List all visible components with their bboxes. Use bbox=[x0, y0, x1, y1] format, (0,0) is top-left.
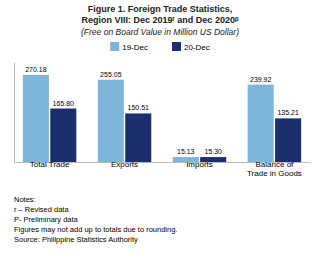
title-line: Region VIII: Dec 2019ʳ and Dec 2020ᵖ bbox=[82, 15, 239, 25]
x-axis: Total Trade Exports Imports Balance ofTrade… bbox=[15, 160, 311, 178]
x-tick: Exports bbox=[111, 160, 138, 169]
data-label: 150.51 bbox=[128, 104, 150, 111]
y-axis bbox=[14, 63, 15, 163]
data-label: 239.92 bbox=[250, 76, 272, 83]
x-tick-label-line: Exports bbox=[111, 160, 138, 169]
y-axis-line bbox=[14, 63, 15, 163]
legend-label: 20-Dec bbox=[184, 43, 210, 52]
bars bbox=[23, 75, 301, 162]
bar bbox=[275, 118, 301, 162]
x-tick: Imports bbox=[186, 160, 213, 169]
note: r – Revised data bbox=[14, 205, 69, 214]
legend-item: 20-Dec bbox=[172, 42, 210, 52]
data-labels: 270.18 255.05 15.13 239.92 165.80 150.51 15.30… bbox=[25, 66, 299, 155]
data-label: 270.18 bbox=[25, 66, 47, 73]
note: Figures may not add up to totals due to … bbox=[14, 225, 177, 234]
title: Figure 1. Foreign Trade Statistics,Regio… bbox=[82, 4, 239, 25]
x-tick-label: Balance ofTrade in Goods bbox=[247, 160, 302, 178]
chart: Figure 1. Foreign Trade Statistics,Regio… bbox=[0, 0, 320, 261]
bar bbox=[98, 80, 124, 162]
notes: Notes:r – Revised dataP- Preliminary dat… bbox=[14, 195, 177, 244]
x-tick-label: Total Trade bbox=[30, 160, 70, 169]
x-tick-label-line: Total Trade bbox=[30, 160, 70, 169]
legend-swatch bbox=[172, 42, 181, 51]
legend-item: 19-Dec bbox=[110, 42, 148, 52]
legend: 19-Dec 20-Dec bbox=[110, 42, 210, 52]
series bbox=[50, 109, 301, 162]
x-tick-label-line: Imports bbox=[186, 160, 213, 169]
x-tick-label: Exports bbox=[111, 160, 138, 169]
note: Source: Philippine Statistics Authority bbox=[14, 235, 138, 244]
data-label: 255.05 bbox=[100, 71, 122, 78]
bar bbox=[125, 113, 151, 162]
bar bbox=[23, 75, 49, 162]
note: P- Preliminary data bbox=[14, 215, 79, 224]
legend-swatch bbox=[110, 42, 119, 51]
x-tick: Total Trade bbox=[30, 160, 70, 169]
bar bbox=[50, 109, 76, 162]
data-label: 165.80 bbox=[53, 100, 75, 107]
subtitle: (Free on Board Value in Million US Dolla… bbox=[81, 27, 239, 37]
bar bbox=[248, 85, 274, 162]
note: Notes: bbox=[14, 195, 36, 204]
legend-label: 19-Dec bbox=[122, 43, 148, 52]
data-label: 15.30 bbox=[204, 148, 222, 155]
data-label: 15.13 bbox=[177, 148, 195, 155]
x-tick-label-line: Trade in Goods bbox=[247, 169, 302, 178]
x-tick-label: Imports bbox=[186, 160, 213, 169]
x-tick: Balance ofTrade in Goods bbox=[247, 160, 302, 178]
title-line: Figure 1. Foreign Trade Statistics, bbox=[88, 4, 233, 14]
data-label: 135.21 bbox=[277, 109, 299, 116]
series bbox=[23, 75, 274, 162]
x-tick-label-line: Balance of bbox=[255, 160, 294, 169]
